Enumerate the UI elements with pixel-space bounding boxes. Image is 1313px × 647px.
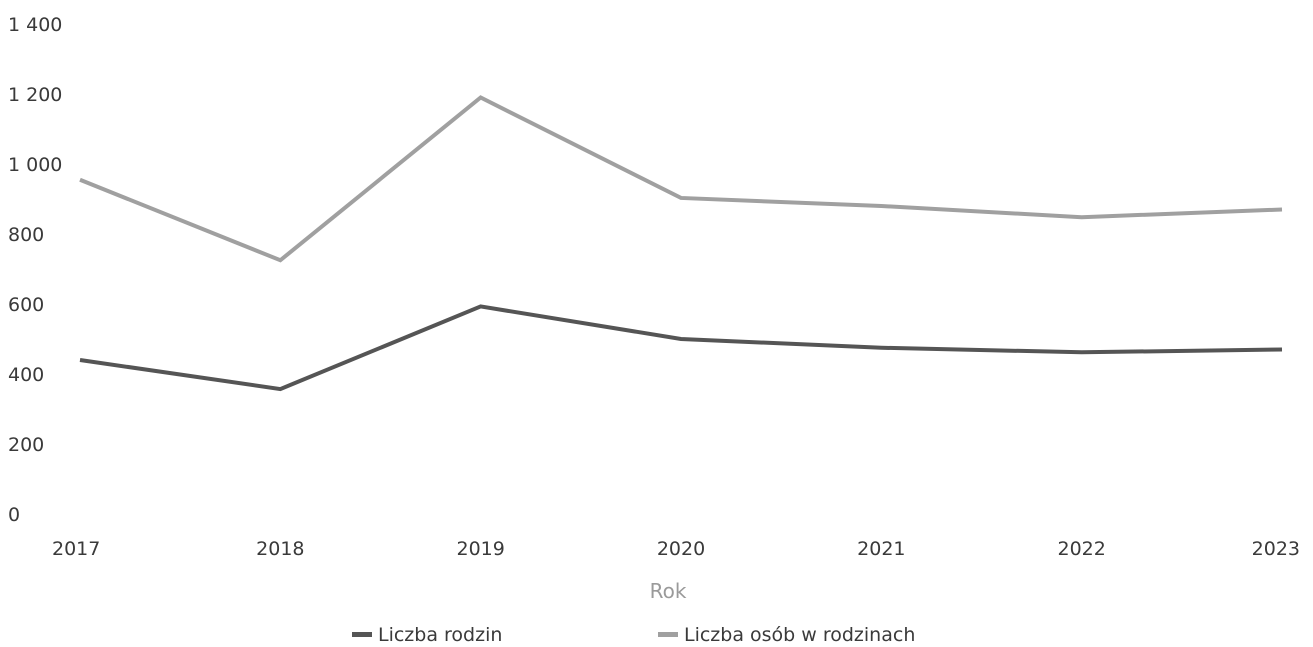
legend-label: Liczba rodzin <box>378 624 502 646</box>
x-tick-label: 2018 <box>256 538 304 560</box>
series-lines <box>79 95 1283 392</box>
y-tick-label: 1 400 <box>8 14 62 36</box>
y-tick-label: 0 <box>8 504 20 526</box>
x-tick-label: 2020 <box>657 538 705 560</box>
series-line-2 <box>79 95 1283 263</box>
x-tick-label: 2019 <box>456 538 504 560</box>
legend-swatch <box>352 632 372 637</box>
legend-label: Liczba osób w rodzinach <box>684 624 915 646</box>
x-tick-label: 2022 <box>1057 538 1105 560</box>
y-tick-label: 200 <box>8 434 44 456</box>
x-tick-label: 2023 <box>1252 538 1300 560</box>
x-tick-label: 2017 <box>52 538 100 560</box>
y-tick-label: 1 000 <box>8 154 62 176</box>
x-axis-ticks: 2017 2018 2019 2020 2021 2022 2023 <box>52 538 1300 560</box>
y-tick-label: 400 <box>8 364 44 386</box>
y-tick-label: 800 <box>8 224 44 246</box>
y-tick-label: 1 200 <box>8 84 62 106</box>
x-tick-label: 2021 <box>857 538 905 560</box>
legend-swatch <box>658 632 678 637</box>
y-tick-label: 600 <box>8 294 44 316</box>
y-axis-ticks: 0 200 400 600 800 1 000 1 200 1 400 <box>8 14 62 526</box>
series-line-1 <box>79 304 1283 392</box>
x-axis-label: Rok <box>650 579 687 603</box>
legend: Liczba rodzin Liczba osób w rodzinach <box>352 624 915 646</box>
